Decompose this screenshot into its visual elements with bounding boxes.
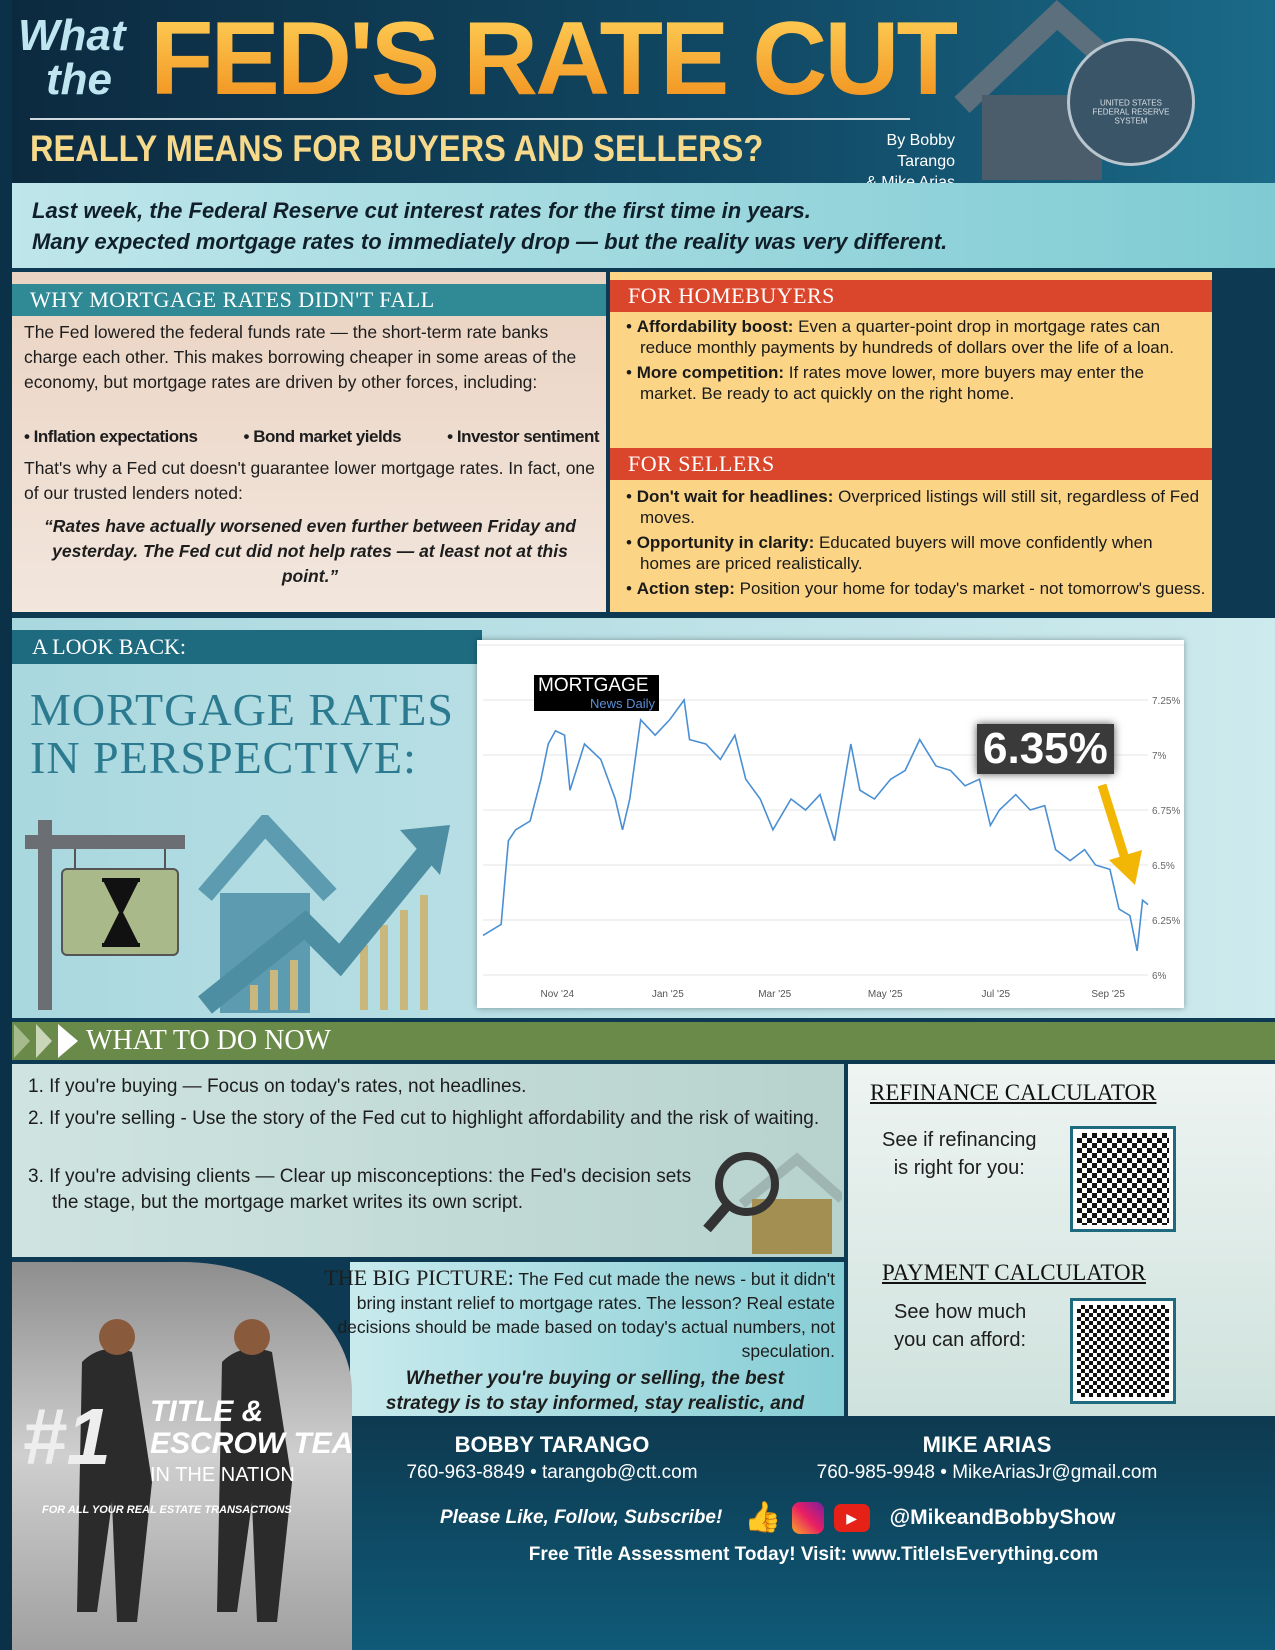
team-photo: #1 TITLE &ESCROW TEAM IN THE NATION FOR … [12,1262,352,1650]
x-tick-label: Jan '25 [652,989,684,1000]
list-item: • Affordability boost: Even a quarter-po… [626,317,1174,357]
intro-banner: Last week, the Federal Reserve cut inter… [12,183,1275,268]
mortgage-news-daily-logo: MORTGAGE News Daily [534,675,659,711]
list-item: • Opportunity in clarity: Educated buyer… [626,533,1153,573]
bullet-bond: • Bond market yields [243,427,402,446]
y-tick-label: 6.75% [1152,806,1180,817]
what-to-do-bar [12,1022,1275,1060]
todo-item-2: 2. If you're selling - Use the story of … [28,1108,820,1129]
footer: BOBBY TARANGO 760-963-8849 • tarangob@ct… [352,1420,1275,1650]
x-tick-label: Sep '25 [1091,989,1125,1000]
social-cta: Please Like, Follow, Subscribe! [440,1506,723,1528]
refinance-qr-code[interactable] [1070,1126,1176,1232]
why-paragraph-2: That's why a Fed cut doesn't guarantee l… [24,458,595,503]
byline: By Bobby Tarango& Mike Arias [866,132,955,191]
why-bullets: • Inflation expectations • Bond market y… [24,424,599,449]
left-border [0,0,12,1650]
what-to-do-heading: WHAT TO DO NOW [86,1025,331,1056]
instagram-icon[interactable] [791,1501,824,1534]
main-title: FED'S RATE CUT [150,1,960,117]
payment-text: See how much you can afford: [894,1301,1027,1351]
sellers-heading: FOR SELLERS [610,448,1212,480]
refinance-heading: REFINANCE CALCULATOR [870,1080,1157,1105]
x-tick-label: Jul '25 [981,989,1010,1000]
buyers-list: • Affordability boost: Even a quarter-po… [626,316,1201,408]
down-arrow-icon [1097,783,1142,885]
y-tick-label: 6% [1152,971,1167,982]
payment-heading: PAYMENT CALCULATOR [882,1260,1146,1285]
bullet-inflation: • Inflation expectations [24,427,198,446]
subtitle: REALLY MEANS FOR BUYERS AND SELLERS? [30,128,764,169]
why-paragraph: The Fed lowered the federal funds rate —… [24,322,577,392]
signpost-icon [25,820,185,1010]
header-what-the: What the [18,11,126,104]
sellers-list: • Don't wait for headlines: Overpriced l… [626,486,1206,603]
y-tick-label: 7.25% [1152,696,1180,707]
todo-item-1: 1. If you're buying — Focus on today's r… [28,1076,527,1097]
house-growth-icon [198,815,450,1014]
x-tick-label: May '25 [868,989,903,1000]
rate-callout: 6.35% [977,724,1114,774]
list-item: • More competition: If rates move lower,… [626,363,1145,403]
what-to-do-list: 1. If you're buying — Focus on today's r… [12,1064,844,1257]
agent-name-2: MIKE ARIAS [922,1432,1052,1457]
payment-qr-code[interactable] [1070,1298,1176,1404]
team-figures [77,1319,292,1622]
list-item: • Action step: Position your home for to… [626,579,1206,598]
list-item: • Don't wait for headlines: Overpriced l… [626,487,1200,527]
mortgage-rate-chart: 6% 6.25% 6.5% 6.75% 7% 7.25% Nov '24 Jan '25 Mar… [477,640,1184,1008]
website-cta[interactable]: Free Title Assessment Today! Visit: www.… [528,1544,1099,1565]
refinance-text: See if refinancing is right for you: [882,1129,1037,1179]
house-search-icon [703,1152,842,1254]
agent-name-1: BOBBY TARANGO [454,1432,650,1457]
y-tick-label: 6.5% [1152,861,1175,872]
why-section: WHY MORTGAGE RATES DIDN'T FALL The Fed l… [12,272,606,612]
y-tick-label: 6.25% [1152,916,1180,927]
bullet-investor: • Investor sentiment [447,427,599,446]
todo-item-3: 3. If you're advising clients — Clear up… [28,1166,692,1213]
x-tick-label: Mar '25 [758,989,791,1000]
buyers-sellers-section: FOR HOMEBUYERS • Affordability boost: Ev… [610,272,1212,612]
buyers-heading: FOR HOMEBUYERS [610,280,1212,312]
agent-contact-2[interactable]: 760-985-9948 • MikeAriasJr@gmail.com [816,1462,1158,1483]
why-heading: WHY MORTGAGE RATES DIDN'T FALL [12,284,606,316]
lender-quote: “Rates have actually worsened even furth… [44,516,576,586]
chevrons-icon [14,1024,78,1058]
facebook-like-icon[interactable]: 👍 [744,1501,782,1534]
federal-reserve-seal: UNITED STATES FEDERAL RESERVE SYSTEM [1067,38,1195,166]
y-tick-label: 7% [1152,751,1167,762]
header: UNITED STATES FEDERAL RESERVE SYSTEM [12,0,1275,183]
x-tick-label: Nov '24 [540,989,574,1000]
calculators-panel: REFINANCE CALCULATOR See if refinancing i… [848,1064,1275,1416]
hourglass-icon [102,878,140,947]
big-picture-section: THE BIG PICTURE: The Fed cut made the ne… [324,1262,844,1439]
look-back-bar: A LOOK BACK: [12,630,482,664]
social-row: Please Like, Follow, Subscribe! 👍 ▶ @Mik… [440,1500,1115,1535]
illustration [25,815,450,1014]
social-handle[interactable]: @MikeandBobbyShow [889,1505,1116,1529]
big-picture-text: THE BIG PICTURE: The Fed cut made the ne… [324,1265,835,1362]
youtube-icon[interactable]: ▶ [833,1503,870,1532]
agent-contact-1[interactable]: 760-963-8849 • tarangob@ctt.com [406,1462,698,1483]
number-one-badge: #1 TITLE &ESCROW TEAM IN THE NATION FOR … [22,1392,352,1516]
mortgage-rates-title: MORTGAGE RATES IN PERSPECTIVE: [30,684,454,783]
divider [30,118,910,120]
